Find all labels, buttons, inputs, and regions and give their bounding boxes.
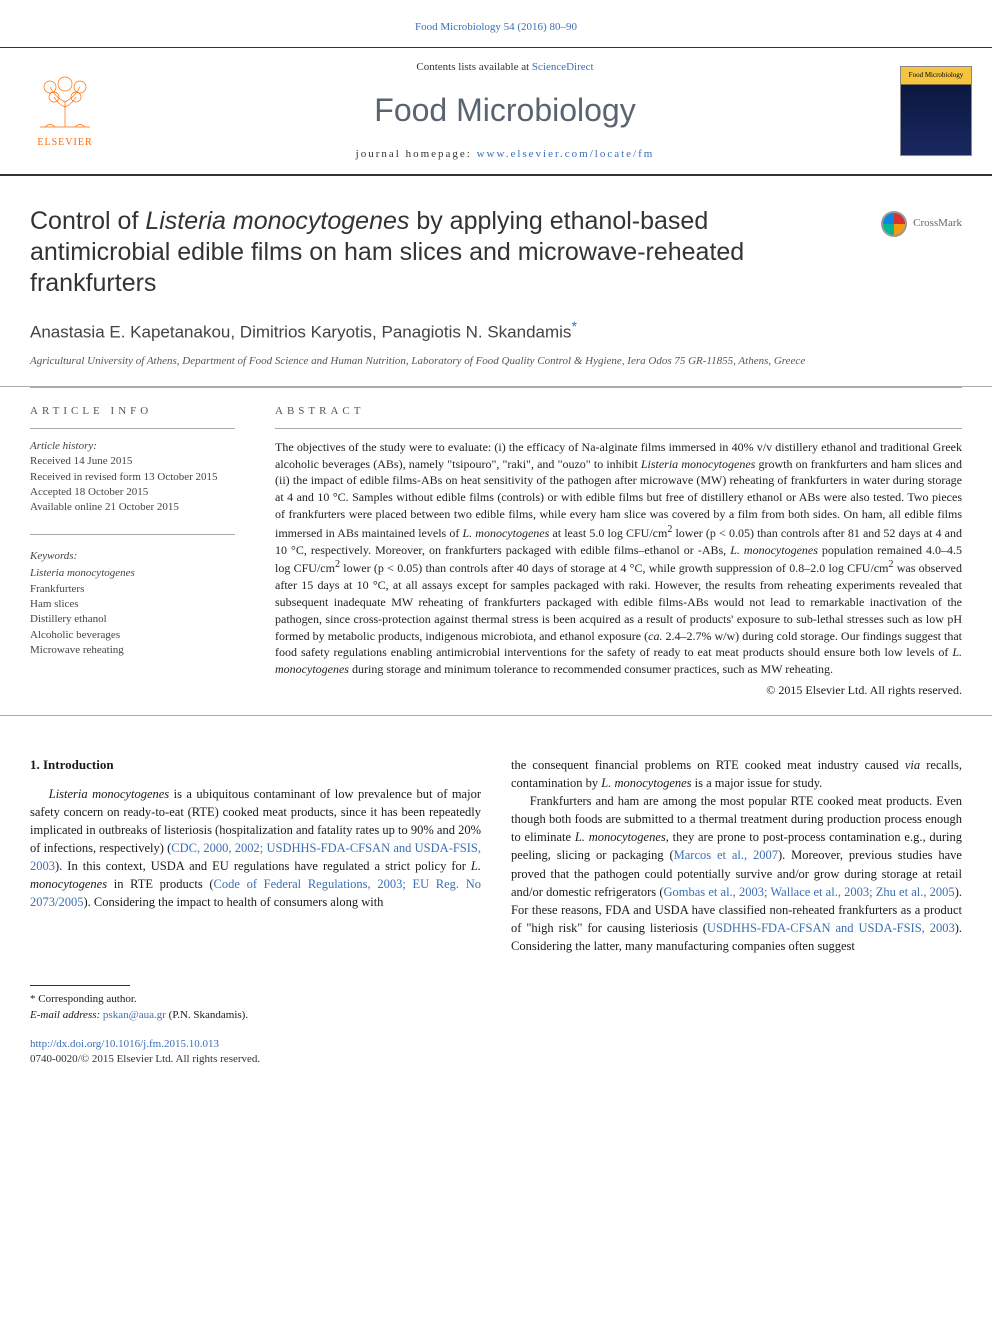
meta-abstract-row: ARTICLE INFO Article history: Received 1… — [0, 387, 992, 715]
journal-cover-thumbnail: Food Microbiology — [900, 66, 972, 156]
issn-copyright: 0740-0020/© 2015 Elsevier Ltd. All right… — [30, 1052, 962, 1067]
keyword-item: Distillery ethanol — [30, 612, 235, 627]
keywords-heading: Keywords: — [30, 534, 235, 564]
crossmark-icon — [881, 211, 907, 237]
top-citation: Food Microbiology 54 (2016) 80–90 — [0, 0, 992, 47]
journal-homepage-line: journal homepage: www.elsevier.com/locat… — [110, 147, 900, 162]
history-label: Article history: — [30, 439, 235, 454]
article-info-heading: ARTICLE INFO — [30, 404, 235, 427]
elsevier-logo: ELSEVIER — [20, 66, 110, 156]
email-label: E-mail address: — [30, 1009, 103, 1021]
received-date: Received 14 June 2015 — [30, 454, 235, 469]
keyword-item: Microwave reheating — [30, 643, 235, 658]
keyword-item: Listeria monocytogenes — [30, 566, 235, 581]
accepted-date: Accepted 18 October 2015 — [30, 485, 235, 500]
footer-rule — [30, 985, 130, 986]
intro-para-1: Listeria monocytogenes is a ubiquitous c… — [30, 785, 481, 912]
abstract-text: The objectives of the study were to eval… — [275, 439, 962, 678]
abstract-column: ABSTRACT The objectives of the study wer… — [255, 387, 962, 714]
corresponding-email-link[interactable]: pskan@aua.gr — [103, 1009, 166, 1021]
corresponding-note: * Corresponding author. — [30, 992, 962, 1007]
journal-homepage-link[interactable]: www.elsevier.com/locate/fm — [477, 148, 655, 160]
left-column: 1. Introduction Listeria monocytogenes i… — [30, 756, 481, 955]
sciencedirect-link[interactable]: ScienceDirect — [532, 61, 594, 73]
elsevier-name: ELSEVIER — [37, 136, 92, 150]
intro-para-2: the consequent financial problems on RTE… — [511, 756, 962, 792]
body-columns: 1. Introduction Listeria monocytogenes i… — [0, 716, 992, 975]
crossmark-label: CrossMark — [913, 216, 962, 231]
email-suffix: (P.N. Skandamis). — [166, 1009, 248, 1021]
elsevier-tree-icon — [30, 72, 100, 132]
keyword-item: Alcoholic beverages — [30, 628, 235, 643]
cover-label: Food Microbiology — [901, 71, 971, 81]
article-info-column: ARTICLE INFO Article history: Received 1… — [30, 387, 255, 714]
contents-prefix: Contents lists available at — [416, 61, 531, 73]
article-header: CrossMark Control of Listeria monocytoge… — [0, 176, 992, 388]
abstract-heading: ABSTRACT — [275, 404, 962, 427]
abstract-copyright: © 2015 Elsevier Ltd. All rights reserved… — [275, 682, 962, 699]
contents-lists-line: Contents lists available at ScienceDirec… — [110, 60, 900, 75]
authors-line: Anastasia E. Kapetanakou, Dimitrios Kary… — [30, 318, 962, 344]
intro-para-3: Frankfurters and ham are among the most … — [511, 792, 962, 955]
right-column: the consequent financial problems on RTE… — [511, 756, 962, 955]
revised-date: Received in revised form 13 October 2015 — [30, 470, 235, 485]
journal-title: Food Microbiology — [110, 88, 900, 133]
homepage-prefix: journal homepage: — [356, 148, 477, 160]
section-heading-intro: 1. Introduction — [30, 756, 481, 775]
crossmark-badge[interactable]: CrossMark — [881, 211, 962, 237]
email-line: E-mail address: pskan@aua.gr (P.N. Skand… — [30, 1008, 962, 1023]
journal-header: ELSEVIER Contents lists available at Sci… — [0, 47, 992, 176]
article-title: Control of Listeria monocytogenes by app… — [30, 206, 822, 300]
online-date: Available online 21 October 2015 — [30, 500, 235, 515]
keyword-item: Ham slices — [30, 597, 235, 612]
keywords-list: Listeria monocytogenes Frankfurters Ham … — [30, 566, 235, 658]
affiliation: Agricultural University of Athens, Depar… — [30, 354, 962, 368]
page-footer: * Corresponding author. E-mail address: … — [0, 975, 992, 1088]
keyword-item: Frankfurters — [30, 582, 235, 597]
doi-link[interactable]: http://dx.doi.org/10.1016/j.fm.2015.10.0… — [30, 1038, 219, 1050]
